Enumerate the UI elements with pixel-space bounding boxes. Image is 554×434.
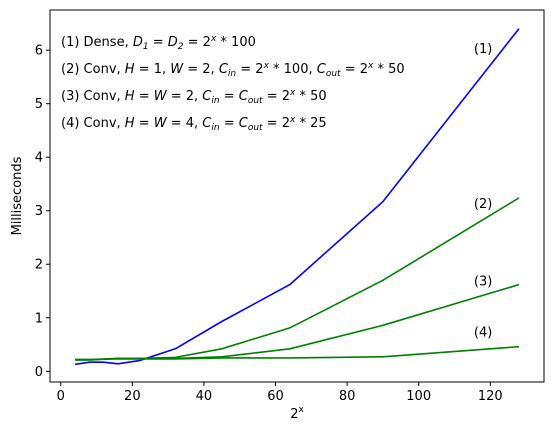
x-tick-label: 60 bbox=[267, 389, 284, 404]
series-tag-3: (3) bbox=[474, 275, 492, 290]
legend-line-3: (3) Conv, H = W = 2, Cin = Cout = 2x * 5… bbox=[61, 88, 327, 106]
x-tick-label: 80 bbox=[339, 389, 356, 404]
y-tick-label: 4 bbox=[35, 151, 43, 166]
y-tick-label: 6 bbox=[35, 44, 43, 59]
x-axis-title: 2x bbox=[290, 405, 304, 422]
x-axis-ticks: 0 20 40 60 80 100 120 bbox=[57, 382, 503, 404]
x-axis-title-superscript: x bbox=[298, 405, 304, 415]
series-tag-1: (1) bbox=[474, 42, 492, 57]
x-tick-label: 40 bbox=[196, 389, 213, 404]
y-tick-label: 0 bbox=[35, 365, 43, 380]
series-tags: (1) (2) (3) (4) bbox=[474, 42, 492, 341]
x-tick-label: 0 bbox=[57, 389, 65, 404]
legend-block: (1) Dense, D1 = D2 = 2x * 100 (2) Conv, H… bbox=[61, 34, 405, 133]
legend-line-1: (1) Dense, D1 = D2 = 2x * 100 bbox=[61, 34, 256, 52]
x-tick-label: 20 bbox=[124, 389, 141, 404]
x-tick-label: 120 bbox=[478, 389, 503, 404]
y-tick-label: 1 bbox=[35, 311, 43, 326]
legend-line-2: (2) Conv, H = 1, W = 2, Cin = 2x * 100, … bbox=[61, 61, 405, 79]
plot-frame bbox=[49, 9, 545, 383]
x-tick-label: 100 bbox=[406, 389, 431, 404]
y-axis-ticks: 0 1 2 3 4 5 6 bbox=[35, 44, 50, 380]
series-tag-2: (2) bbox=[474, 197, 492, 212]
series-line-1 bbox=[74, 28, 520, 366]
legend-line-4: (4) Conv, H = W = 4, Cin = Cout = 2x * 2… bbox=[61, 115, 327, 133]
y-tick-label: 3 bbox=[35, 204, 43, 219]
series-tag-4: (4) bbox=[474, 326, 492, 341]
series-line-3 bbox=[75, 283, 520, 361]
y-tick-label: 5 bbox=[35, 97, 43, 112]
series-line-4 bbox=[75, 345, 519, 361]
y-axis-title: Milliseconds bbox=[10, 156, 25, 235]
y-tick-label: 2 bbox=[35, 258, 43, 273]
series-layer bbox=[74, 28, 520, 366]
